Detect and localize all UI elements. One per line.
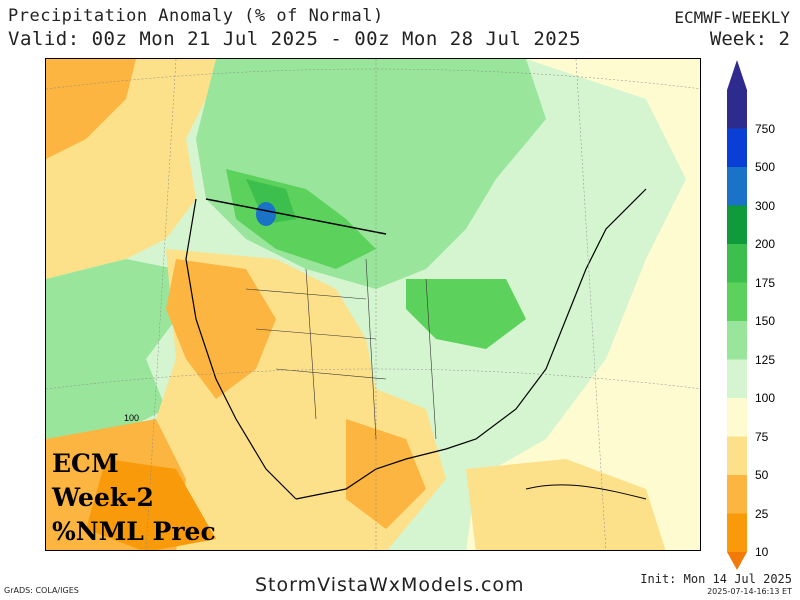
us-canada-border [205, 198, 387, 235]
week-label: Week: 2 [709, 28, 790, 50]
colorbar-segment [727, 398, 747, 437]
colorbar-tick-label: 75 [755, 429, 769, 444]
colorbar-tick-label: 750 [755, 121, 776, 136]
valid-period: Valid: 00z Mon 21 Jul 2025 - 00z Mon 28 … [8, 28, 582, 50]
precip-anomaly-map: 100 [45, 58, 701, 551]
colorbar-tick-label: 200 [755, 237, 776, 251]
region-max-wet [256, 202, 276, 226]
region-caribbean [466, 459, 666, 550]
colorbar-tick-label: 150 [755, 314, 776, 328]
colorbar-segment [727, 128, 747, 167]
state-lines [245, 258, 437, 440]
overlay-line: Week-2 [52, 483, 154, 512]
colorbar-segment [727, 90, 747, 129]
colorbar-tick-label: 100 [755, 391, 776, 405]
region-dry-texas [346, 419, 426, 529]
colorbar [727, 60, 747, 570]
contour-label: 100 [124, 413, 139, 423]
region-very-wet [246, 179, 296, 224]
colorbar-segment [727, 205, 747, 244]
site-link[interactable]: StormVistaWxModels.com [255, 574, 525, 596]
region-very-dry-sw [166, 259, 276, 399]
map-overlay-text: ECM Week-2 %NML Prec [52, 447, 216, 549]
colorbar-tick-label: 175 [755, 275, 776, 290]
colorbar-segment [727, 359, 747, 398]
region-driest [86, 459, 216, 550]
colorbar-segment [727, 475, 747, 514]
gulf-east-coastline [295, 188, 647, 500]
colorbar-tick-label: 500 [755, 160, 776, 174]
colorbar-tick-label: 10 [755, 545, 769, 559]
grads-credit: GrADS: COLA/IGES [4, 586, 79, 595]
lat-lon-grid [46, 59, 700, 550]
map-canvas: 100 [46, 59, 700, 550]
region-far-nw [46, 59, 136, 159]
map-title: Precipitation Anomaly (% of Normal) [8, 6, 384, 26]
colorbar-bottom-arrow [727, 552, 747, 570]
colorbar-tick-label: 25 [755, 506, 769, 521]
colorbar-tick-label: 50 [755, 468, 769, 482]
colorbar-tick-label: 300 [755, 198, 776, 213]
region-east-normal [466, 59, 700, 550]
colorbar-segment [727, 436, 747, 475]
overlay-line: ECM [52, 449, 119, 478]
colorbar-segment [727, 167, 747, 206]
cuba-outline [525, 484, 647, 500]
colorbar-segment [727, 321, 747, 360]
overlay-line: %NML Prec [52, 517, 216, 546]
region-midwest-wet [406, 279, 526, 349]
colorbar-tick-label: 125 [755, 352, 776, 367]
generated-timestamp: 2025-07-14-16:13 ET [707, 587, 792, 596]
init-time: Init: Mon 14 Jul 2025 [640, 572, 792, 586]
colorbar-top-arrow [727, 60, 747, 90]
region-pacific-green [46, 259, 176, 439]
colorbar-segment [727, 244, 747, 283]
colorbar-segment [727, 282, 747, 321]
colorbar-segment [727, 513, 747, 552]
west-coastline [185, 198, 297, 500]
model-name: ECMWF-WEEKLY [674, 8, 790, 27]
